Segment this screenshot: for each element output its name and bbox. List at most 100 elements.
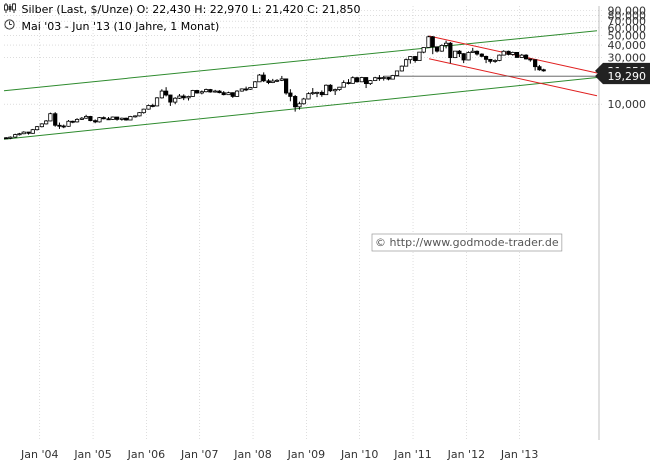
open-value: 22,430 (152, 3, 191, 16)
candle-up (399, 65, 404, 72)
y-tick-label: 50,000 (608, 30, 647, 43)
candle-up (333, 89, 338, 92)
candle-up (274, 79, 280, 82)
candle-up (141, 108, 146, 114)
candle-down (293, 96, 298, 108)
candle-up (426, 36, 431, 48)
candle-down (194, 90, 200, 94)
candle-down (479, 53, 484, 57)
x-tick-label: Jan '08 (233, 448, 271, 461)
period-text: Mai '03 - Jun '13 (10 Jahre, 1 Monat) (21, 20, 220, 33)
candle-up (443, 42, 449, 46)
candle-up (133, 115, 138, 118)
candle-up (146, 105, 151, 110)
x-tick-label: Jan '04 (20, 448, 58, 461)
candle-down (288, 92, 293, 97)
candle-up (394, 70, 400, 76)
watermark-box (371, 233, 563, 252)
candle-up (119, 117, 124, 120)
candle-down (181, 95, 186, 99)
candle-up (66, 120, 71, 127)
x-tick-label: Jan '13 (500, 448, 538, 461)
candle-up (48, 113, 53, 122)
candle-up (213, 90, 218, 93)
series-title: Silber (Last, $/Unze) (21, 3, 134, 16)
period-row: Mai '03 - Jun '13 (10 Jahre, 1 Monat) (4, 19, 219, 33)
candle-down (528, 58, 533, 61)
candle-up (466, 52, 471, 61)
watermark-text: © http://www.godmode-trader.de (375, 236, 559, 249)
close-value: 21,850 (322, 3, 361, 16)
candle-down (328, 84, 333, 92)
candle-up (199, 91, 204, 94)
candle-up (257, 74, 262, 83)
candle-up (510, 51, 515, 55)
candle-up (497, 54, 502, 61)
y-tick-label: 80,000 (608, 10, 647, 23)
candle-up (190, 90, 195, 97)
low-value: 21,420 (265, 3, 304, 16)
candle-down (354, 77, 360, 83)
candle-up (341, 82, 346, 88)
candle-up (314, 91, 320, 94)
green-channel-lower (3, 76, 598, 140)
clock-icon (4, 19, 18, 33)
x-tick-label: Jan '09 (287, 448, 325, 461)
candle-up (39, 123, 44, 128)
candle-down (26, 131, 31, 134)
candle-up (310, 92, 315, 95)
candle-up (239, 88, 244, 92)
candle-down (448, 42, 453, 59)
candle-up (226, 92, 231, 96)
high-label: H: (194, 3, 207, 16)
candle-up (177, 95, 182, 99)
candle-up (44, 120, 49, 125)
candle-down (208, 89, 213, 93)
candle-down (164, 90, 169, 96)
candle-up (337, 86, 342, 90)
candle-up (403, 59, 409, 67)
close-label: C: (307, 3, 319, 16)
candle-up (417, 51, 422, 61)
candle-down (523, 54, 529, 60)
candle-up (323, 84, 329, 96)
candle-down (101, 117, 106, 120)
candle-up (110, 116, 115, 120)
y-tick-label: 40,000 (608, 39, 647, 52)
candle-up (439, 44, 444, 52)
y-tick-label: 10,000 (608, 98, 647, 111)
x-tick-label: Jan '07 (180, 448, 218, 461)
candle-up (519, 54, 524, 58)
candle-down (363, 77, 369, 85)
candle-down (266, 80, 271, 83)
candle-down (474, 50, 480, 55)
candle-down (506, 50, 511, 55)
candle-up (373, 77, 378, 81)
x-tick-label: Jan '05 (73, 448, 111, 461)
candle-down (346, 82, 351, 84)
candle-down (483, 55, 489, 60)
candle-down (124, 117, 129, 121)
candle-up (97, 117, 102, 123)
candle-down (377, 77, 382, 80)
candle-up (204, 89, 209, 93)
candle-up (186, 96, 191, 99)
red-channel-lower (428, 58, 598, 97)
candle-down (57, 124, 62, 127)
candle-up (74, 118, 80, 123)
candle-down (413, 56, 418, 61)
candle-up (453, 50, 458, 59)
candle-down (386, 77, 391, 80)
candle-down (537, 66, 542, 71)
candle-down (70, 120, 75, 123)
candle-down (150, 105, 155, 107)
candle-up (154, 97, 160, 107)
x-tick-label: Jan '12 (447, 448, 485, 461)
candle-up (17, 133, 22, 136)
candle-up (501, 50, 506, 56)
candle-down (533, 59, 538, 68)
candle-down (221, 92, 226, 96)
candle-up (381, 77, 386, 79)
